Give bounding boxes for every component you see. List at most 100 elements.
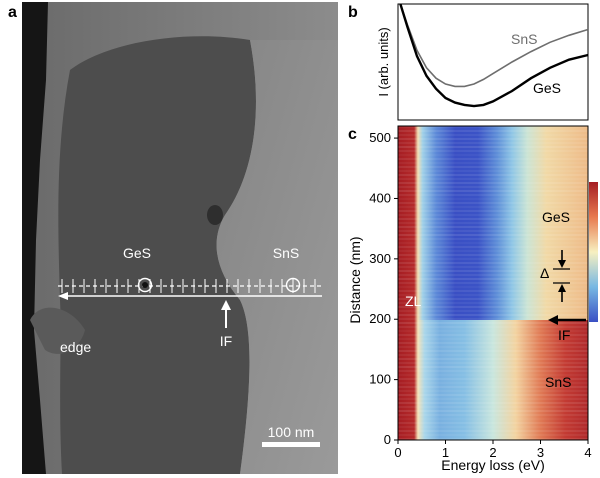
map-row-stripe [398, 158, 588, 160]
map-row-stripe [398, 358, 588, 360]
map-xtick-label: 0 [394, 445, 401, 460]
map-row-stripe [398, 174, 588, 176]
ges-probe-dot [142, 282, 148, 288]
map-row-stripe [398, 418, 588, 420]
map-row-stripe [398, 266, 588, 268]
map-ytick-label: 0 [384, 432, 391, 447]
map-xlabel: Energy loss (eV) [441, 457, 544, 473]
map-row-stripe [398, 338, 588, 340]
map-row-stripe [398, 246, 588, 248]
zero-loss-label: ZL [405, 293, 422, 309]
map-row-stripe [398, 166, 588, 168]
map-axes: 0 1 2 3 4 0 100 200 300 400 500 [369, 130, 591, 460]
map-row-stripe [398, 330, 588, 332]
edge-region [30, 307, 85, 354]
map-row-stripe [398, 198, 588, 200]
map-row-stripe [398, 190, 588, 192]
map-row-stripe [398, 382, 588, 384]
spectra-ylabel: I (arb. units) [376, 27, 391, 96]
map-xtick-label: 2 [489, 445, 496, 460]
map-row-stripe [398, 254, 588, 256]
map-row-stripe [398, 298, 588, 300]
map-ytick-label: 300 [369, 251, 391, 266]
map-row-stripe [398, 398, 588, 400]
sns-label: SnS [273, 245, 299, 261]
spectra-lines [399, 3, 589, 108]
map-ytick-label: 200 [369, 311, 391, 326]
map-row-stripe [398, 422, 588, 424]
interface-marker-arrowhead [548, 315, 558, 325]
map-row-stripe [398, 222, 588, 224]
map-row-stripe [398, 134, 588, 136]
map-row-stripe [398, 354, 588, 356]
map-row-stripe [398, 274, 588, 276]
map-row-stripe [398, 142, 588, 144]
map-row-stripe [398, 242, 588, 244]
delta-arrowhead-up [558, 284, 566, 292]
map-row-stripe [398, 230, 588, 232]
map-row-stripe [398, 282, 588, 284]
map-row-stripe [398, 146, 588, 148]
map-row-stripe [398, 218, 588, 220]
map-row-stripe [398, 294, 588, 296]
map-ylabel: Distance (nm) [347, 236, 363, 323]
map-row-stripe [398, 170, 588, 172]
ges-label: GeS [123, 245, 151, 261]
map-row-stripe [398, 210, 588, 212]
map-row-stripe [398, 234, 588, 236]
map-row-stripe [398, 366, 588, 368]
map-ytick-label: 400 [369, 190, 391, 205]
interface-defect [207, 205, 223, 225]
map-sns-label: SnS [545, 374, 571, 390]
scan-direction-arrowhead [58, 292, 68, 300]
delta-arrowhead-down [558, 260, 566, 268]
map-row-stripe [398, 130, 588, 132]
spectrum-ges-label: GeS [533, 80, 561, 96]
map-row-stripe [398, 286, 588, 288]
map-row-stripe [398, 214, 588, 216]
map-row-stripe [398, 162, 588, 164]
map-row-stripe [398, 370, 588, 372]
map-row-stripe [398, 390, 588, 392]
map-row-stripe [398, 262, 588, 264]
map-row-stripe [398, 302, 588, 304]
panel-c-map: 0 1 2 3 4 0 100 200 300 400 500 Energy loss (eV) D… [347, 125, 598, 473]
map-row-stripe [398, 394, 588, 396]
map-row-stripe [398, 202, 588, 204]
map-row-stripe [398, 306, 588, 308]
map-row-stripe [398, 138, 588, 140]
scale-bar-label: 100 nm [268, 424, 315, 440]
map-xtick-label: 1 [442, 445, 449, 460]
delta-label: Δ [540, 265, 549, 281]
spectrum-sns-label: SnS [511, 31, 537, 47]
map-row-stripe [398, 318, 588, 320]
map-ytick-label: 500 [369, 130, 391, 145]
map-row-stripe [398, 226, 588, 228]
map-row-stripe [398, 342, 588, 344]
map-row-stripe [398, 350, 588, 352]
map-row-stripe [398, 126, 588, 128]
ges-probe-marker [137, 277, 153, 293]
map-row-stripe [398, 186, 588, 188]
sns-probe-marker [285, 277, 301, 293]
map-row-stripe [398, 322, 588, 324]
colorbar [589, 182, 598, 322]
map-row-stripe [398, 410, 588, 412]
map-row-stripe [398, 362, 588, 364]
map-row-stripe [398, 154, 588, 156]
map-xtick-label: 3 [537, 445, 544, 460]
map-row-stripe [398, 182, 588, 184]
sns-region [216, 40, 338, 474]
spectrum-line-sns [399, 3, 589, 88]
map-row-stripe [398, 414, 588, 416]
map-row-stripe [398, 430, 588, 432]
map-ges-region [398, 126, 588, 320]
panel-a-micrograph: GeS SnS edge IF 100 nm [22, 2, 338, 474]
interface-arrowhead [221, 300, 231, 310]
panel-a-letter: a [8, 4, 17, 21]
map-row-stripe [398, 438, 588, 440]
map-row-stripe [398, 374, 588, 376]
map-row-stripe [398, 326, 588, 328]
map-sns-region [398, 320, 588, 440]
